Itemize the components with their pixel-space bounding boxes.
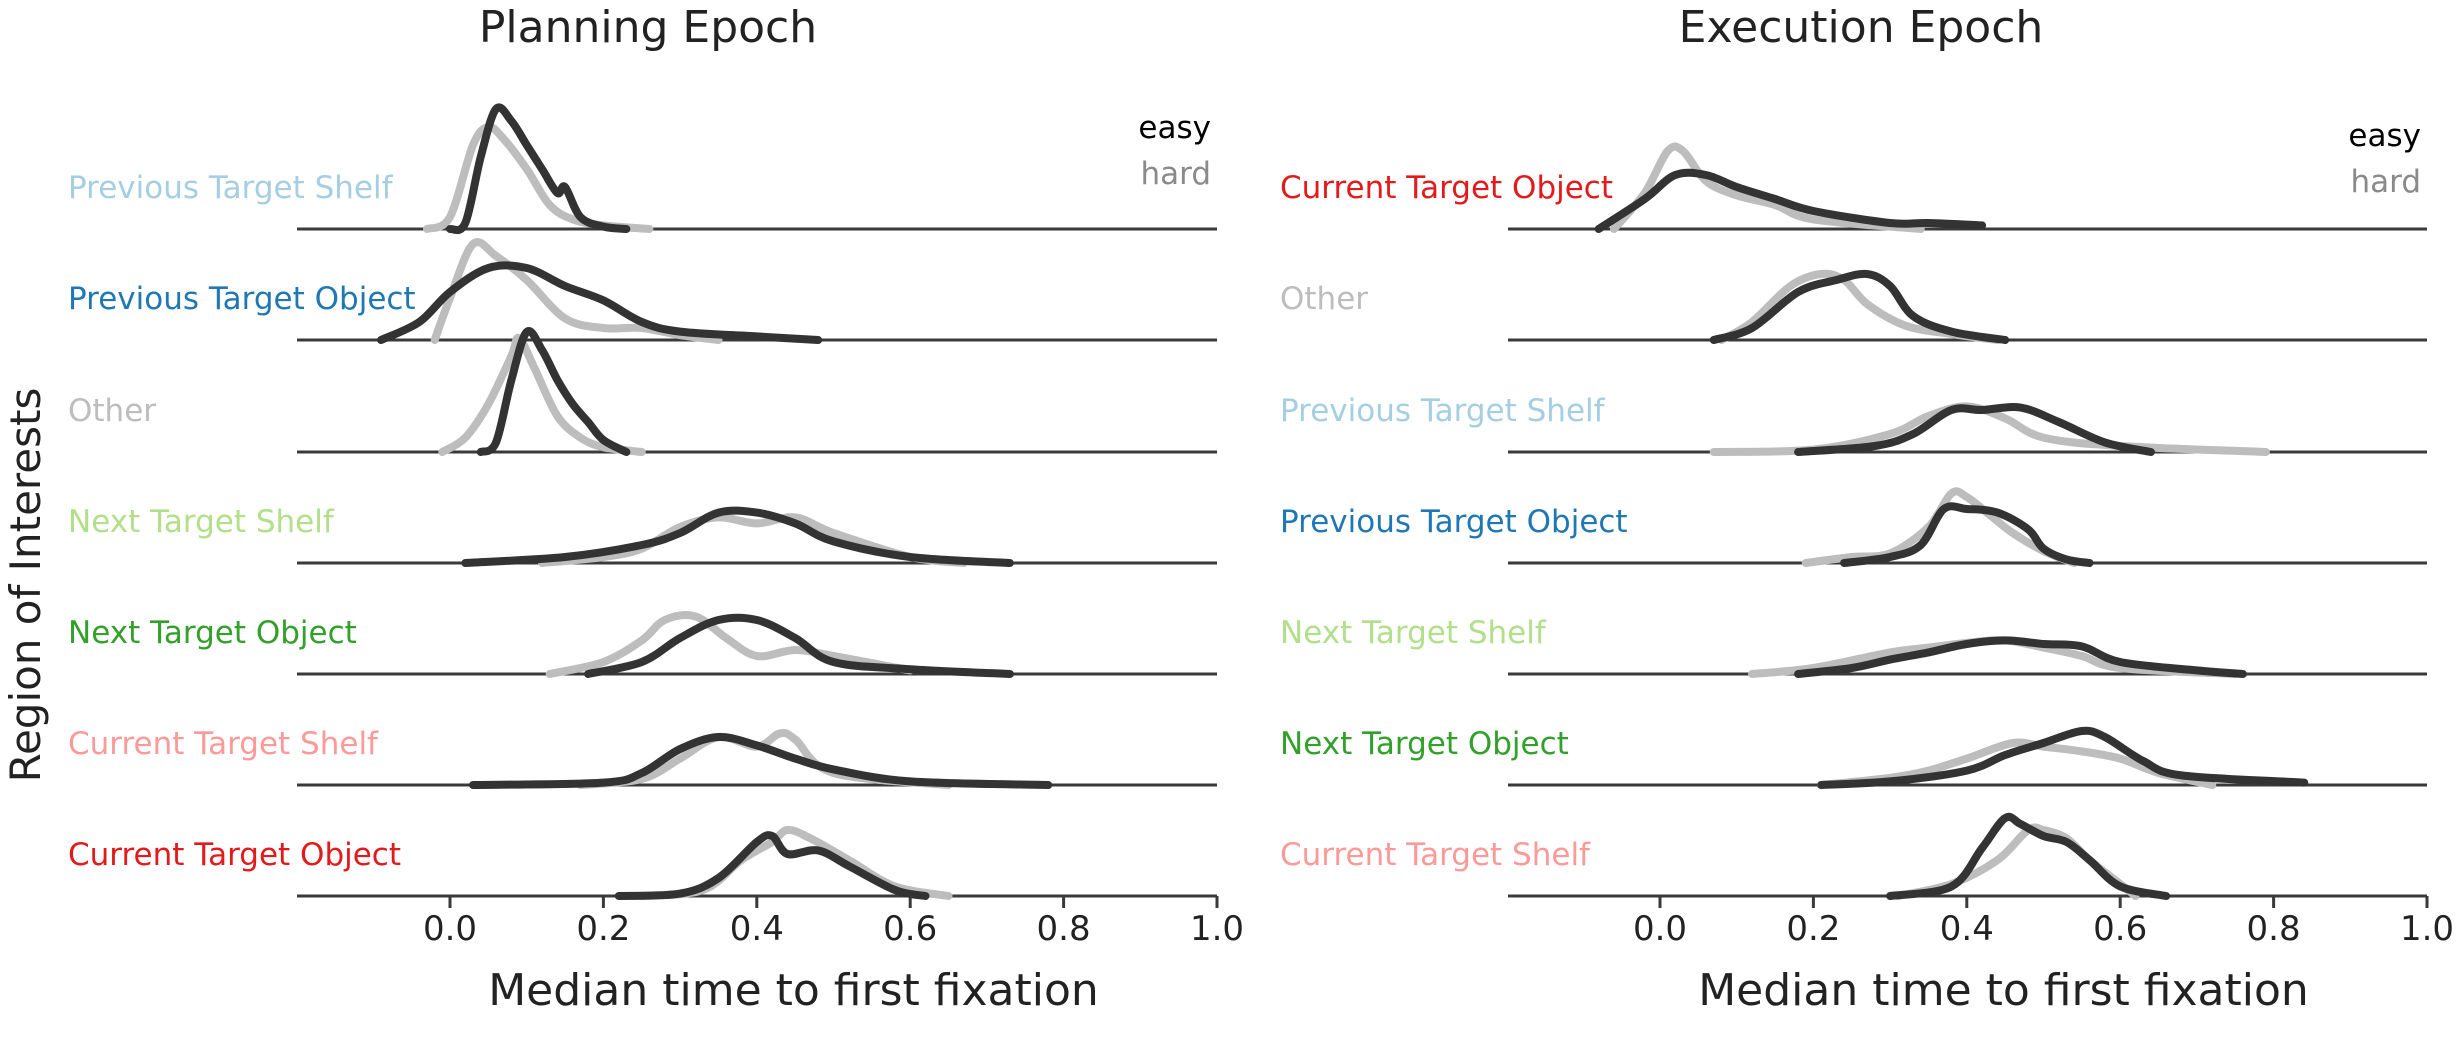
density-curve-easy xyxy=(614,831,930,900)
x-tick-label: 0.6 xyxy=(883,909,937,949)
row-label: Previous Target Shelf xyxy=(68,170,394,206)
panel-title: Execution Epoch xyxy=(1679,2,2044,53)
x-tick-label: 0.8 xyxy=(1037,909,1091,949)
x-axis-label: Median time to first fixation xyxy=(1698,965,2309,1016)
row-label: Other xyxy=(1280,281,1368,317)
density-curve-easy xyxy=(377,261,823,344)
row-label: Previous Target Object xyxy=(68,281,416,317)
density-curve-hard xyxy=(1893,823,2140,900)
x-tick-label: 0.2 xyxy=(576,909,630,949)
legend-entry-hard: hard xyxy=(2350,164,2421,200)
density-curve-hard xyxy=(637,825,953,900)
row-label: Previous Target Object xyxy=(1280,504,1628,540)
x-tick-label: 0.0 xyxy=(423,909,477,949)
legend-entry-easy: easy xyxy=(2348,118,2421,154)
row-label: Next Target Shelf xyxy=(68,504,335,540)
figure-y-axis-label: Region of Interests xyxy=(1,388,50,783)
ridge-row: Previous Target Object xyxy=(1280,487,2427,567)
legend-entry-hard: hard xyxy=(1140,156,1211,192)
density-curve-easy xyxy=(446,103,631,235)
row-label: Next Target Object xyxy=(1280,726,1569,762)
density-curve-hard xyxy=(1610,142,1925,233)
x-tick-label: 0.8 xyxy=(2247,909,2301,949)
density-curve-easy xyxy=(1840,502,2094,567)
x-tick-label: 1.0 xyxy=(2400,909,2454,949)
row-label: Current Target Object xyxy=(1280,170,1613,206)
ridge-row: Current Target Object xyxy=(1280,142,2427,233)
panel-title: Planning Epoch xyxy=(479,2,817,53)
density-curve-hard xyxy=(438,333,646,456)
x-tick-label: 1.0 xyxy=(1190,909,1244,949)
legend-entry-easy: easy xyxy=(1138,110,1211,146)
density-curve-hard xyxy=(538,513,968,567)
ridge-row: Current Target Shelf xyxy=(68,726,1217,789)
row-label: Previous Target Shelf xyxy=(1280,393,1606,429)
ridge-row: Next Target Shelf xyxy=(1280,615,2427,678)
ridge-row: Previous Target Object xyxy=(68,238,1217,344)
ridge-row: Next Target Object xyxy=(68,611,1217,678)
density-curve-easy xyxy=(1886,812,2171,900)
x-tick-label: 0.0 xyxy=(1633,909,1687,949)
ridge-row: Current Target Object xyxy=(68,825,1217,900)
ridge-row: Current Target Shelf xyxy=(1280,812,2427,900)
ridge-row: Previous Target Shelf xyxy=(68,103,1217,235)
panel-1: Planning Epoch Previous Target Shelf Previ… xyxy=(68,2,1244,1016)
density-curve-easy xyxy=(1709,269,2010,344)
ridge-row: Other xyxy=(68,327,1217,456)
legend: easy hard xyxy=(2348,118,2421,200)
x-tick-label: 0.4 xyxy=(1940,909,1994,949)
x-axis-label: Median time to first fixation xyxy=(488,965,1099,1016)
density-curve-easy xyxy=(461,506,1014,567)
x-tick-label: 0.2 xyxy=(1786,909,1840,949)
ridge-row: Other xyxy=(1280,269,2427,344)
row-label: Next Target Shelf xyxy=(1280,615,1547,651)
density-curve-hard xyxy=(423,122,654,233)
density-curve-easy xyxy=(1794,636,2247,678)
row-label: Current Target Shelf xyxy=(1280,837,1591,873)
density-curve-easy xyxy=(1794,403,2155,456)
density-curve-easy xyxy=(469,732,1053,789)
density-curve-easy xyxy=(476,327,631,456)
row-label: Current Target Shelf xyxy=(68,726,379,762)
density-curve-easy xyxy=(584,613,1014,678)
ridge-row: Next Target Object xyxy=(1280,726,2427,789)
density-curve-hard xyxy=(1817,738,2217,789)
ridge-row: Next Target Shelf xyxy=(68,504,1217,567)
density-curve-hard xyxy=(1801,487,2079,567)
density-curve-easy xyxy=(1594,168,1987,233)
row-label: Other xyxy=(68,393,156,429)
x-tick-label: 0.6 xyxy=(2093,909,2147,949)
row-label: Next Target Object xyxy=(68,615,357,651)
density-curve-easy xyxy=(1817,726,2309,789)
panel-2: Execution Epoch Current Target Object Othe… xyxy=(1280,2,2454,1016)
ridge-row: Previous Target Shelf xyxy=(1280,393,2427,456)
x-tick-label: 0.4 xyxy=(730,909,784,949)
legend: easy hard xyxy=(1138,110,1211,192)
row-label: Current Target Object xyxy=(68,837,401,873)
